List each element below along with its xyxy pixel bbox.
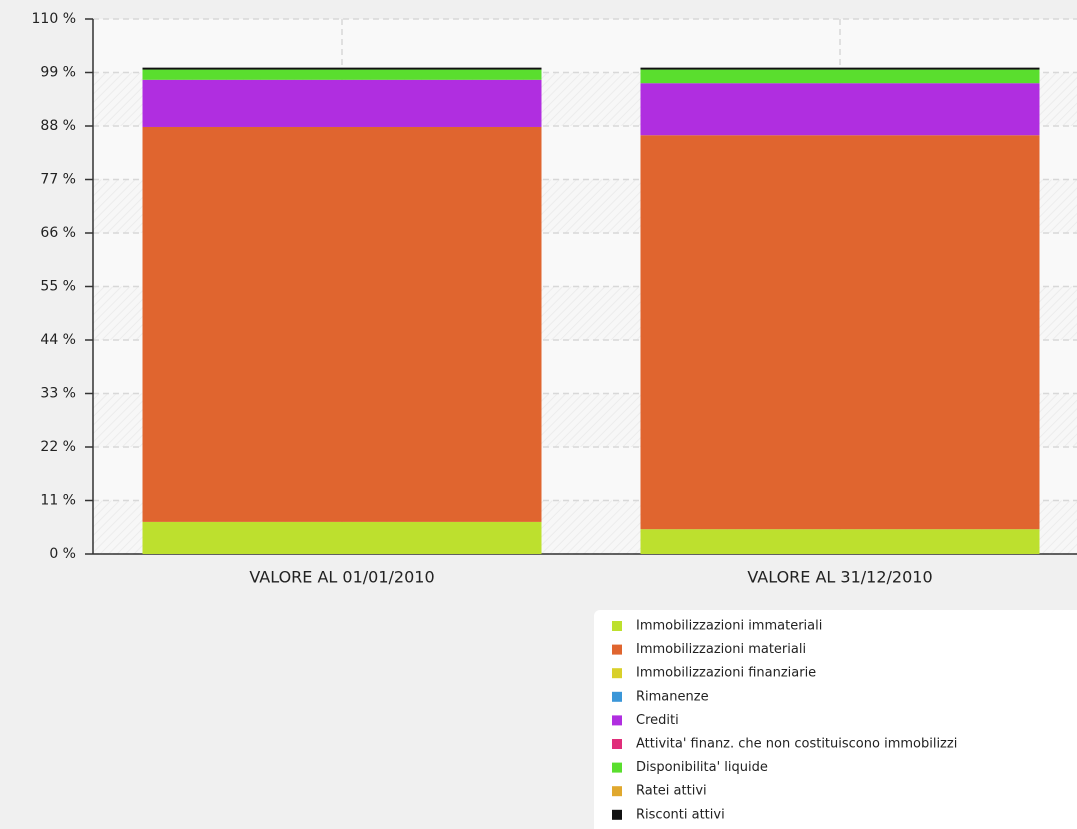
legend-label: Disponibilita' liquide — [636, 760, 768, 775]
bar-segment — [142, 69, 542, 80]
legend-swatch — [612, 762, 622, 773]
legend-box — [594, 610, 1077, 829]
y-tick-label: 110 % — [32, 11, 76, 27]
y-tick-label: 33 % — [40, 386, 76, 402]
x-tick-label: VALORE AL 31/12/2010 — [747, 568, 932, 587]
legend-swatch — [612, 739, 622, 749]
y-tick-label: 55 % — [40, 279, 76, 295]
x-tick-label: VALORE AL 01/01/2010 — [249, 568, 434, 587]
legend-label: Rimanenze — [636, 689, 709, 704]
bar-segment — [640, 67, 1040, 70]
legend-swatch — [612, 668, 622, 679]
y-tick-label: 88 % — [40, 118, 76, 134]
legend-swatch — [612, 715, 622, 726]
legend-label: Attivita' finanz. che non costituiscono … — [636, 737, 957, 752]
legend-swatch — [612, 809, 622, 820]
legend-swatch — [612, 786, 622, 797]
y-tick-label: 22 % — [40, 439, 76, 455]
bar-segment — [142, 79, 542, 127]
bar-segment — [640, 135, 1040, 530]
y-tick-label: 77 % — [40, 172, 76, 188]
legend-swatch — [612, 691, 622, 702]
legend-label: Ratei attivi — [636, 784, 707, 799]
legend-label: Immobilizzazioni finanziarie — [636, 666, 816, 681]
legend-swatch — [612, 644, 622, 655]
legend-label: Crediti — [636, 713, 679, 728]
y-tick-label: 44 % — [40, 332, 76, 348]
legend-swatch — [612, 621, 622, 631]
y-tick-label: 66 % — [40, 225, 76, 241]
bar-segment — [142, 126, 542, 522]
y-tick-label: 99 % — [40, 65, 76, 81]
y-tick-label: 11 % — [40, 493, 76, 509]
legend-label: Immobilizzazioni immateriali — [636, 619, 822, 634]
bar-segment — [640, 69, 1040, 84]
bar-segment — [640, 83, 1040, 136]
bar-segment — [142, 67, 542, 70]
y-tick-label: 0 % — [49, 546, 76, 562]
legend-label: Risconti attivi — [636, 807, 725, 822]
legend-label: Immobilizzazioni materiali — [636, 642, 806, 657]
bar-segment — [640, 529, 1040, 554]
bar-segment — [142, 521, 542, 554]
